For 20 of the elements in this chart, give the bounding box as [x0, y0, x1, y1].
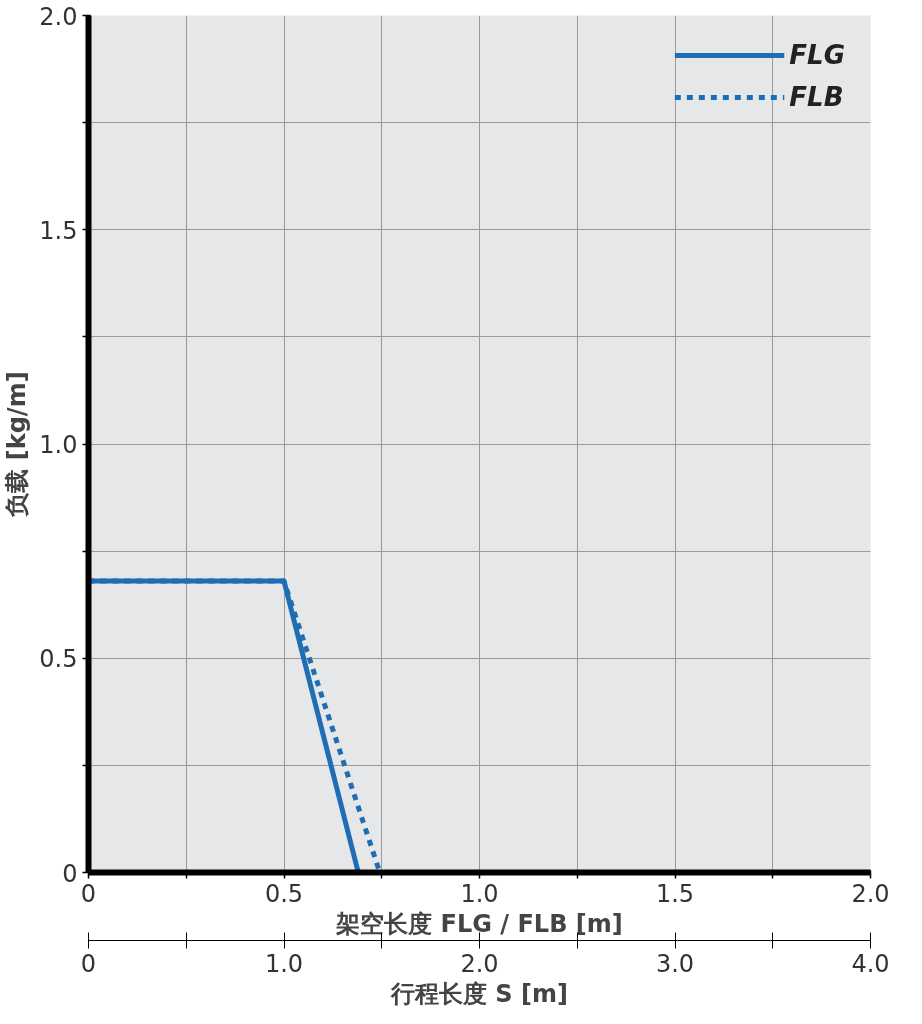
x-tick-label: 1.5: [655, 879, 695, 908]
y-tick-label: 0.5: [39, 645, 78, 674]
x2-tick-label: 2.0: [460, 949, 499, 978]
x-tick-label: 0: [80, 879, 97, 908]
y-tick-label: 1.5: [39, 216, 78, 245]
y-tick-label: 2.0: [39, 2, 78, 31]
legend-label: FLG: [789, 40, 845, 70]
x-tick-label: 0.5: [264, 879, 304, 908]
y-axis-title: 负载 [kg/m]: [3, 371, 32, 518]
y-tick-label: 1.0: [39, 431, 78, 459]
y-tick-label: 0: [62, 859, 78, 888]
x-axis-title: 架空长度 FLG / FLB [m]: [335, 909, 623, 938]
x2-axis-title: 行程长度 S [m]: [390, 979, 568, 1008]
x-tick-label: 1.0: [460, 879, 499, 908]
x2-tick-label: 4.0: [851, 949, 890, 978]
x2-tick-label: 1.0: [264, 949, 304, 978]
x-tick-label: 2.0: [851, 879, 890, 908]
x2-tick-label: 0: [80, 949, 97, 978]
legend-label: FLB: [789, 82, 844, 112]
x2-tick-label: 3.0: [655, 949, 695, 978]
